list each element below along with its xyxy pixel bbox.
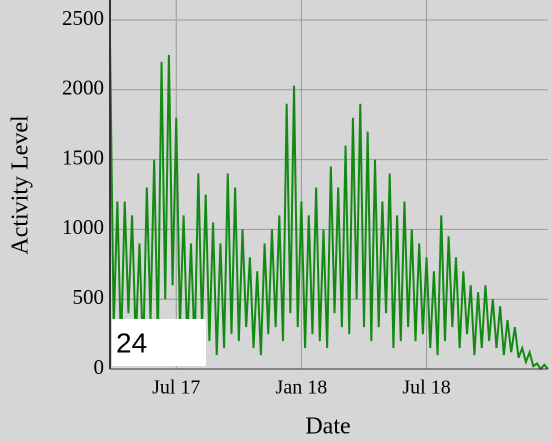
x-tick-label: Jul 18 — [402, 377, 450, 399]
overlay-box — [112, 319, 206, 366]
overlay-label: 24 — [116, 327, 147, 358]
data-line — [109, 40, 549, 371]
y-tick-label: 1500 — [62, 145, 104, 169]
y-tick-label: 500 — [73, 285, 105, 309]
y-tick-label: 1000 — [62, 215, 104, 239]
x-axis-label: Date — [305, 414, 350, 440]
y-tick-label: 2000 — [62, 76, 104, 100]
y-tick-label: 0 — [94, 355, 105, 379]
x-tick-label: Jul 17 — [152, 377, 200, 399]
x-tick-label: Jan 18 — [276, 377, 328, 399]
y-axis-label: Activity Level — [8, 115, 34, 255]
y-tick-label: 2500 — [62, 6, 104, 30]
